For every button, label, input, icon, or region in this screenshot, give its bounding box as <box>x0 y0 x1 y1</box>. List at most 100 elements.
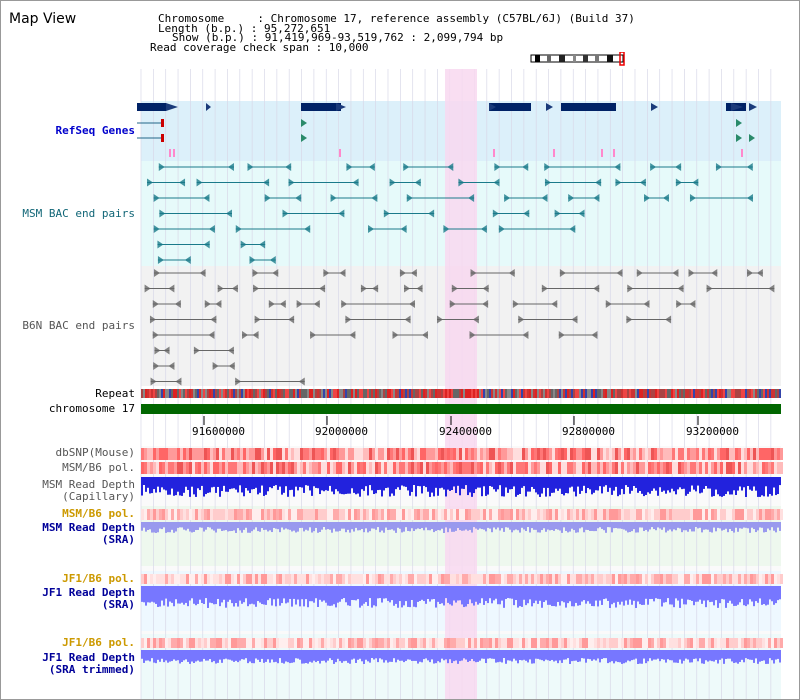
msm-depth-bar <box>737 477 739 491</box>
msm-depth-bar <box>563 477 565 496</box>
repeat-segment <box>419 389 421 398</box>
msm-bac-end-icon <box>288 178 295 187</box>
pol-bin <box>423 574 426 584</box>
pol-bin <box>696 509 699 520</box>
pol-bin <box>621 638 624 648</box>
msm-depth-bar <box>321 477 323 491</box>
repeat-segment <box>311 389 313 398</box>
jf1-sra-depth-bar <box>589 586 591 604</box>
pol-bin <box>618 509 621 520</box>
dbsnp-bin <box>231 448 234 460</box>
msm-depth-bar <box>675 477 677 495</box>
jf1-trim-depth-bar <box>439 650 441 663</box>
msm-depth-bar <box>651 477 653 491</box>
pol-bin <box>264 462 267 474</box>
jf1-trim-depth-bar <box>503 650 505 659</box>
dbsnp-bin <box>498 448 501 460</box>
pol-bin <box>372 574 375 584</box>
pol-bin <box>147 509 150 520</box>
chromosome-ideogram[interactable] <box>529 52 629 66</box>
repeat-segment <box>247 389 249 398</box>
jf1-sra-depth-bar <box>287 586 289 603</box>
jf1-trim-depth-bar <box>223 650 225 660</box>
pol-bin <box>609 574 612 584</box>
dbsnp-bin <box>228 448 231 460</box>
pol-bin <box>420 509 423 520</box>
b6n-bac-end-icon <box>288 315 295 324</box>
track-label-jf1-pol-1[interactable]: JF1/B6 pol. <box>62 572 135 585</box>
msm-depth-bar <box>219 477 221 497</box>
pol-bin <box>267 638 270 648</box>
dbsnp-bin <box>777 448 780 460</box>
pol-bin <box>501 462 504 474</box>
track-label-b6n-bac[interactable]: B6N BAC end pairs <box>22 319 135 332</box>
jf1-sra-depth-bar <box>511 586 513 599</box>
msm-sra-depth-bar <box>225 522 227 531</box>
msm-bac-end-icon <box>593 194 600 202</box>
pol-bin <box>324 638 327 648</box>
gene-arrow-icon <box>651 103 658 111</box>
repeat-segment <box>279 389 281 398</box>
msm-sra-depth-bar <box>333 522 335 529</box>
dbsnp-bin <box>273 448 276 460</box>
pol-bin <box>780 462 783 474</box>
track-label-msm-depth-sra[interactable]: MSM Read Depth <box>42 521 135 534</box>
jf1-sra-depth-bar <box>779 586 781 600</box>
msm-sra-depth-bar <box>183 522 185 530</box>
track-label-refseq[interactable]: RefSeq Genes <box>55 124 135 137</box>
jf1-sra-depth-bar <box>435 586 437 608</box>
track-label-msm-b6-pol[interactable]: MSM/B6 pol. <box>62 461 135 474</box>
track-label-msm-bac[interactable]: MSM BAC end pairs <box>22 207 135 220</box>
repeat-segment <box>429 389 431 398</box>
jf1-sra-depth-bar <box>559 586 561 606</box>
jf1-trim-depth-bar <box>419 650 421 662</box>
msm-bac-end-icon <box>746 163 753 171</box>
track-label-dbsnp[interactable]: dbSNP(Mouse) <box>55 446 135 459</box>
jf1-sra-depth-bar <box>213 586 215 605</box>
b6n-bac-end-icon <box>522 331 529 339</box>
jf1-trim-depth-bar <box>555 650 557 661</box>
repeat-segment <box>189 389 191 398</box>
dbsnp-bin <box>438 448 441 460</box>
msm-sra-depth-bar <box>487 522 489 528</box>
repeat-segment <box>305 389 307 398</box>
msm-depth-bar <box>289 477 291 491</box>
msm-depth-bar <box>327 477 329 491</box>
pol-bin <box>603 509 606 520</box>
pol-bin <box>177 462 180 474</box>
track-label-msm-b6-pol-2[interactable]: MSM/B6 pol. <box>62 507 135 520</box>
msm-sra-depth-bar <box>199 522 201 528</box>
dbsnp-bin <box>183 448 186 460</box>
pol-bin <box>441 462 444 474</box>
pol-bin <box>276 638 279 648</box>
pol-bin <box>600 638 603 648</box>
pol-bin <box>528 509 531 520</box>
track-label-jf1-pol-2[interactable]: JF1/B6 pol. <box>62 636 135 649</box>
b6n-bac-end-icon <box>643 300 650 308</box>
repeat-segment <box>373 389 375 398</box>
track-label-jf1-depth-sra[interactable]: JF1 Read Depth <box>42 586 135 599</box>
b6n-bac-end-icon <box>150 377 157 386</box>
track-label-msm-depth-cap[interactable]: MSM Read Depth <box>42 478 135 491</box>
jf1-sra-depth-bar <box>357 586 359 600</box>
msm-sra-depth-bar <box>355 522 357 528</box>
pol-bin <box>390 638 393 648</box>
pol-bin <box>345 574 348 584</box>
track-label-jf1-depth-trim[interactable]: JF1 Read Depth <box>42 651 135 664</box>
pol-bin <box>378 638 381 648</box>
pol-bin <box>738 638 741 648</box>
msm-depth-bar <box>469 477 471 493</box>
jf1-sra-depth-bar <box>229 586 231 600</box>
msm-depth-bar <box>703 477 705 489</box>
pol-bin <box>414 574 417 584</box>
msm-sra-depth-bar <box>205 522 207 530</box>
dbsnp-bin <box>771 448 774 460</box>
track-label-repeat[interactable]: Repeat <box>95 387 135 400</box>
jf1-trim-depth-bar <box>771 650 773 661</box>
msm-sra-depth-bar <box>771 522 773 528</box>
pol-bin <box>627 574 630 584</box>
repeat-segment <box>737 389 739 398</box>
pol-bin <box>504 462 507 474</box>
repeat-segment <box>383 389 385 398</box>
